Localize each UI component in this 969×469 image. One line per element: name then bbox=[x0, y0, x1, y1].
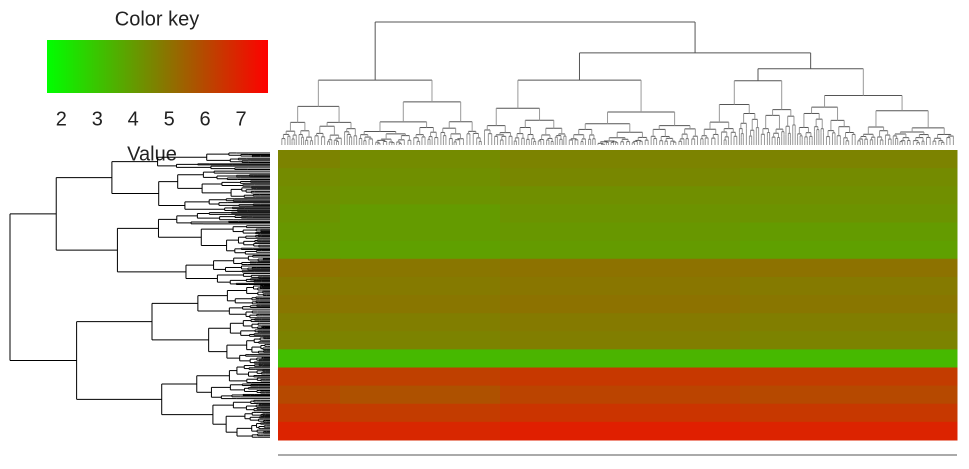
heatmap-cell bbox=[278, 367, 341, 387]
heatmap-cell bbox=[340, 295, 501, 314]
heatmap-cell bbox=[500, 313, 741, 332]
heatmap-cell bbox=[340, 168, 501, 187]
heatmap-cell bbox=[340, 385, 501, 405]
heatmap-cell bbox=[740, 421, 958, 441]
heatmap-cell bbox=[340, 150, 501, 169]
heatmap-cell bbox=[500, 258, 741, 278]
heatmap-cell bbox=[500, 204, 741, 223]
heatmap-cell bbox=[740, 385, 958, 405]
heatmap-cell bbox=[340, 403, 501, 423]
heatmap-cell bbox=[278, 313, 341, 332]
heatmap-cell bbox=[278, 331, 341, 350]
heatmap-cell bbox=[740, 186, 958, 205]
heatmap-cell bbox=[278, 240, 341, 260]
color-key-bar bbox=[47, 40, 268, 93]
heatmap-cell bbox=[500, 421, 741, 441]
heatmap-cell bbox=[340, 222, 501, 242]
heatmap-cell bbox=[278, 349, 341, 368]
heatmap-cell bbox=[278, 421, 341, 441]
heatmap-cell bbox=[740, 150, 958, 169]
heatmap-cell bbox=[340, 204, 501, 223]
heatmap-cell bbox=[500, 150, 741, 169]
heatmap-cell bbox=[340, 331, 501, 350]
heatmap-cell bbox=[340, 240, 501, 260]
heatmap-cell bbox=[278, 258, 341, 278]
heatmap-cell bbox=[500, 367, 741, 387]
heatmap-cell bbox=[740, 331, 958, 350]
heatmap-cell bbox=[500, 186, 741, 205]
heatmap-cell bbox=[740, 276, 958, 296]
heatmap-cell bbox=[278, 295, 341, 314]
x-tick-label: 4 bbox=[128, 108, 139, 130]
heatmap-cell bbox=[500, 240, 741, 260]
heatmap-cell bbox=[340, 421, 501, 441]
heatmap-cell bbox=[500, 168, 741, 187]
x-tick-label: 7 bbox=[235, 108, 246, 130]
heatmap-cell bbox=[740, 349, 958, 368]
heatmap-cell bbox=[740, 295, 958, 314]
heatmap-cell bbox=[500, 331, 741, 350]
heatmap-cell bbox=[340, 258, 501, 278]
x-tick-label: 6 bbox=[200, 108, 211, 130]
heatmap-cell bbox=[500, 295, 741, 314]
heatmap-cell bbox=[278, 222, 341, 242]
heatmap-cell bbox=[340, 367, 501, 387]
heatmap-cell bbox=[740, 313, 958, 332]
heatmap-cell bbox=[278, 168, 341, 187]
heatmap-cell bbox=[500, 222, 741, 242]
heatmap-cell bbox=[740, 240, 958, 260]
heatmap-cell bbox=[740, 258, 958, 278]
x-tick-label: 3 bbox=[92, 108, 103, 130]
heatmap-cell bbox=[278, 186, 341, 205]
row-dendrogram bbox=[9, 152, 270, 438]
heatmap-cell bbox=[340, 186, 501, 205]
x-tick-label: 2 bbox=[56, 108, 67, 130]
heatmap-cell bbox=[740, 168, 958, 187]
color-key-label: Value bbox=[127, 143, 177, 165]
heatmap-cell bbox=[340, 276, 501, 296]
heatmap-cell bbox=[278, 204, 341, 223]
heatmap-cell bbox=[278, 276, 341, 296]
heatmap-cell bbox=[740, 204, 958, 223]
heatmap-cell bbox=[340, 349, 501, 368]
color-key-title: Color key bbox=[115, 8, 199, 30]
heatmap-cell bbox=[500, 403, 741, 423]
heatmap-cell bbox=[740, 222, 958, 242]
heatmap-cell bbox=[278, 385, 341, 405]
column-dendrogram bbox=[281, 21, 954, 145]
heatmap-cell bbox=[500, 385, 741, 405]
x-tick-label: 5 bbox=[164, 108, 175, 130]
heatmap-cell bbox=[278, 150, 341, 169]
heatmap-cell bbox=[740, 403, 958, 423]
heatmap-cell bbox=[500, 276, 741, 296]
heatmap-cell bbox=[340, 313, 501, 332]
heatmap-cell bbox=[500, 349, 741, 368]
heatmap-cell bbox=[740, 367, 958, 387]
heatmap-cell bbox=[278, 403, 341, 423]
